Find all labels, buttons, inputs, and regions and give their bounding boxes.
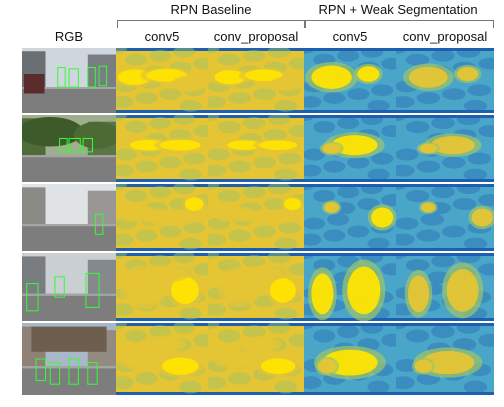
group-title-rpn-weak-segmentation: RPN + Weak Segmentation	[318, 2, 478, 17]
baseline-conv-proposal-image-row-1	[208, 48, 304, 113]
weakseg-conv5-image-row-5	[304, 323, 396, 395]
baseline-conv-proposal-image-row-5	[208, 323, 304, 395]
rgb-image-row-1	[22, 48, 116, 113]
baseline-conv5-image-row-3	[116, 184, 208, 251]
weakseg-conv-proposal-image-row-1	[396, 48, 494, 113]
weakseg-conv5-image-row-3	[304, 184, 396, 251]
baseline-conv-proposal-image-row-2	[208, 115, 304, 182]
group-bracket-rpn-weak-segmentation	[304, 20, 494, 28]
baseline-conv5-image-row-4	[116, 253, 208, 321]
weakseg-conv-proposal-image-row-5	[396, 323, 494, 395]
column-label-weakseg-conv5: conv5	[332, 29, 368, 44]
rgb-image-row-4	[22, 253, 116, 321]
weakseg-conv5-image-row-4	[304, 253, 396, 321]
weakseg-conv5-image-row-2	[304, 115, 396, 182]
baseline-conv5-image-row-1	[116, 48, 208, 113]
group-title-rpn-baseline: RPN Baseline	[170, 2, 252, 17]
baseline-conv5-image-row-2	[116, 115, 208, 182]
baseline-conv-proposal-image-row-4	[208, 253, 304, 321]
group-bracket-rpn-baseline	[117, 20, 306, 28]
weakseg-conv-proposal-image-row-4	[396, 253, 494, 321]
rgb-image-row-5	[22, 323, 116, 395]
weakseg-conv-proposal-image-row-3	[396, 184, 494, 251]
rgb-image-row-3	[22, 184, 116, 251]
column-label-baseline-conv-proposal: conv_proposal	[213, 29, 299, 44]
baseline-conv5-image-row-5	[116, 323, 208, 395]
column-label-rgb: RGB	[54, 29, 84, 44]
column-label-baseline-conv5: conv5	[144, 29, 180, 44]
rgb-image-row-2	[22, 115, 116, 182]
weakseg-conv-proposal-image-row-2	[396, 115, 494, 182]
weakseg-conv5-image-row-1	[304, 48, 396, 113]
column-label-weakseg-conv-proposal: conv_proposal	[402, 29, 488, 44]
baseline-conv-proposal-image-row-3	[208, 184, 304, 251]
